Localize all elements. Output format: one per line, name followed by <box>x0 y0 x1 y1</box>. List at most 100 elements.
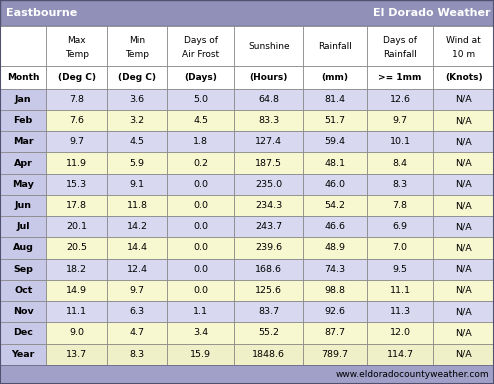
Bar <box>433 26 494 66</box>
Bar <box>46 110 107 131</box>
Bar <box>303 26 367 66</box>
Text: 11.3: 11.3 <box>389 307 411 316</box>
Bar <box>303 131 367 152</box>
Bar <box>46 66 107 89</box>
Text: N/A: N/A <box>455 328 472 338</box>
Text: 4.5: 4.5 <box>130 137 145 146</box>
Bar <box>107 26 167 66</box>
Text: Wind at: Wind at <box>447 36 481 45</box>
Bar <box>107 344 167 365</box>
Text: 87.7: 87.7 <box>325 328 345 338</box>
Bar <box>303 152 367 174</box>
Bar <box>0 110 46 131</box>
Bar <box>234 301 303 322</box>
Text: Feb: Feb <box>13 116 33 125</box>
Bar <box>107 110 167 131</box>
Text: 1848.6: 1848.6 <box>252 350 286 359</box>
Bar <box>303 237 367 258</box>
Text: 4.5: 4.5 <box>193 116 208 125</box>
Bar <box>433 216 494 237</box>
Bar <box>367 195 433 216</box>
Bar <box>0 280 46 301</box>
Bar <box>107 174 167 195</box>
Text: Max: Max <box>67 36 86 45</box>
Text: 11.1: 11.1 <box>66 307 87 316</box>
Text: Rainfall: Rainfall <box>383 50 417 59</box>
Bar <box>367 110 433 131</box>
Text: N/A: N/A <box>455 116 472 125</box>
Bar <box>303 174 367 195</box>
Text: 789.7: 789.7 <box>322 350 348 359</box>
Bar <box>107 195 167 216</box>
Bar <box>0 0 494 26</box>
Bar <box>303 322 367 344</box>
Bar <box>167 216 234 237</box>
Text: 10 m: 10 m <box>452 50 475 59</box>
Bar <box>46 89 107 110</box>
Text: N/A: N/A <box>455 286 472 295</box>
Bar <box>234 26 303 66</box>
Bar <box>0 26 46 66</box>
Text: 10.1: 10.1 <box>390 137 411 146</box>
Text: N/A: N/A <box>455 159 472 167</box>
Bar <box>234 110 303 131</box>
Bar <box>107 301 167 322</box>
Bar <box>367 216 433 237</box>
Text: 239.6: 239.6 <box>255 243 283 253</box>
Text: Apr: Apr <box>14 159 33 167</box>
Bar <box>367 344 433 365</box>
Text: 0.0: 0.0 <box>193 180 208 189</box>
Text: N/A: N/A <box>455 180 472 189</box>
Text: 7.6: 7.6 <box>69 116 84 125</box>
Bar <box>303 344 367 365</box>
Text: Month: Month <box>7 73 40 82</box>
Bar <box>303 195 367 216</box>
Text: Air Frost: Air Frost <box>182 50 219 59</box>
Text: Aug: Aug <box>13 243 34 253</box>
Bar <box>0 195 46 216</box>
Bar <box>167 322 234 344</box>
Bar <box>234 322 303 344</box>
Bar <box>0 344 46 365</box>
Bar <box>167 66 234 89</box>
Text: >= 1mm: >= 1mm <box>378 73 422 82</box>
Text: 20.5: 20.5 <box>66 243 87 253</box>
Bar <box>234 237 303 258</box>
Bar <box>303 258 367 280</box>
Bar <box>46 195 107 216</box>
Text: N/A: N/A <box>455 137 472 146</box>
Bar <box>433 89 494 110</box>
Bar <box>107 258 167 280</box>
Text: Temp: Temp <box>65 50 89 59</box>
Text: 83.7: 83.7 <box>258 307 279 316</box>
Bar <box>234 131 303 152</box>
Bar <box>367 301 433 322</box>
Bar <box>234 195 303 216</box>
Text: 14.4: 14.4 <box>127 243 148 253</box>
Bar <box>46 152 107 174</box>
Text: 55.2: 55.2 <box>258 328 279 338</box>
Text: 5.0: 5.0 <box>193 95 208 104</box>
Bar <box>234 216 303 237</box>
Text: 17.8: 17.8 <box>66 201 87 210</box>
Bar <box>167 258 234 280</box>
Bar <box>46 174 107 195</box>
Text: Sunshine: Sunshine <box>248 42 289 51</box>
Bar <box>0 258 46 280</box>
Text: (Days): (Days) <box>184 73 217 82</box>
Text: Year: Year <box>11 350 35 359</box>
Bar <box>234 152 303 174</box>
Bar <box>107 131 167 152</box>
Text: 7.0: 7.0 <box>393 243 408 253</box>
Bar <box>46 258 107 280</box>
Bar <box>0 216 46 237</box>
Bar <box>46 131 107 152</box>
Bar <box>303 301 367 322</box>
Text: 8.4: 8.4 <box>393 159 408 167</box>
Text: 9.1: 9.1 <box>130 180 145 189</box>
Text: 7.8: 7.8 <box>393 201 408 210</box>
Bar <box>234 66 303 89</box>
Text: N/A: N/A <box>455 307 472 316</box>
Bar <box>167 237 234 258</box>
Bar <box>167 195 234 216</box>
